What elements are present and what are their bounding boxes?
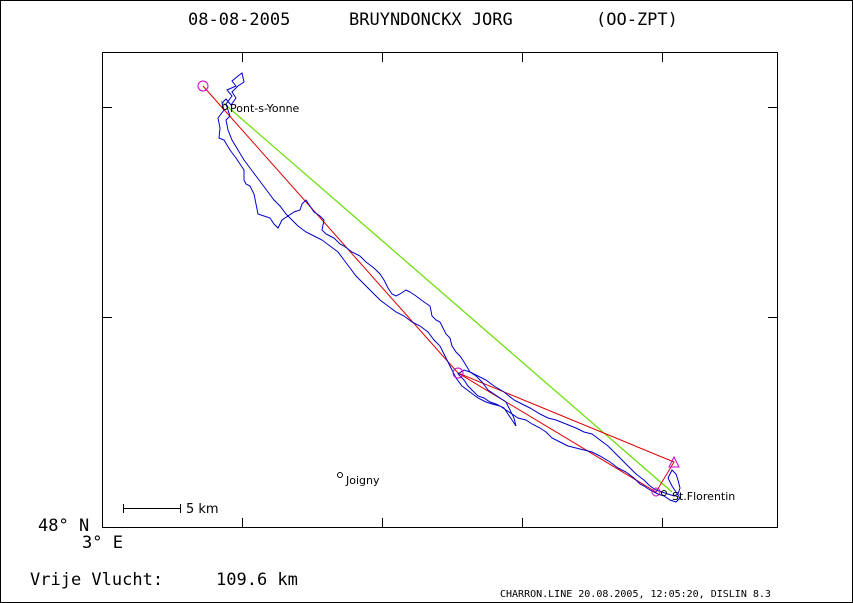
map-frame xyxy=(102,52,778,528)
turnpoint-circle-marker xyxy=(452,367,464,379)
free-flight-distance: 109.6 km xyxy=(216,570,298,590)
town-label-pont-s-yonne: Pont-s-Yonne xyxy=(230,102,300,115)
finish-circle-marker xyxy=(651,487,661,497)
turnpoint-triangle-marker xyxy=(668,455,680,468)
pilot-name: BRUYNDONCKX JORG xyxy=(349,10,513,30)
scale-bar xyxy=(123,504,181,513)
start-circle-marker xyxy=(197,80,209,92)
glider-registration: (OO-ZPT) xyxy=(596,10,678,30)
free-flight-line xyxy=(220,100,673,493)
town-marker-joigny xyxy=(337,472,343,478)
footer-credit: CHARRON.LINE 20.08.2005, 12:05:20, DISLI… xyxy=(500,589,771,600)
town-label-st-florentin: St.Florentin xyxy=(672,490,735,503)
town-marker-pont-s-yonne xyxy=(222,104,228,110)
scale-bar-label: 5 km xyxy=(186,502,219,517)
task-line xyxy=(202,85,675,493)
town-marker-st-florentin xyxy=(661,490,667,496)
flight-date: 08-08-2005 xyxy=(188,10,290,30)
latitude-label: 48° N xyxy=(38,516,89,536)
map-ticks xyxy=(102,52,778,528)
flight-track xyxy=(217,72,681,503)
longitude-label: 3° E xyxy=(82,533,123,553)
free-flight-label: Vrije Vlucht: xyxy=(30,570,163,590)
town-label-joigny: Joigny xyxy=(345,474,380,487)
